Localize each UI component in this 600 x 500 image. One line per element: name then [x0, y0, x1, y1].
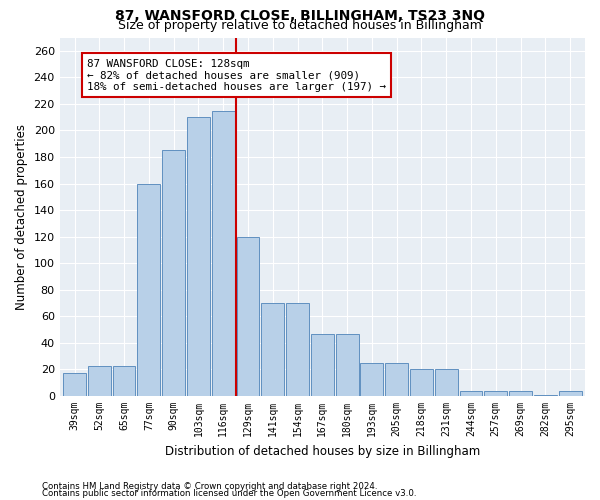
- Text: Contains HM Land Registry data © Crown copyright and database right 2024.: Contains HM Land Registry data © Crown c…: [42, 482, 377, 491]
- Y-axis label: Number of detached properties: Number of detached properties: [15, 124, 28, 310]
- Bar: [162, 150, 185, 396]
- Bar: [460, 390, 482, 396]
- Text: Size of property relative to detached houses in Billingham: Size of property relative to detached ho…: [118, 19, 482, 32]
- Bar: [385, 363, 408, 396]
- Bar: [187, 117, 210, 396]
- Bar: [484, 390, 507, 396]
- Bar: [435, 370, 458, 396]
- Bar: [63, 374, 86, 396]
- Text: Contains public sector information licensed under the Open Government Licence v3: Contains public sector information licen…: [42, 489, 416, 498]
- Bar: [212, 110, 235, 396]
- Bar: [286, 303, 309, 396]
- Bar: [113, 366, 136, 396]
- Text: 87 WANSFORD CLOSE: 128sqm
← 82% of detached houses are smaller (909)
18% of semi: 87 WANSFORD CLOSE: 128sqm ← 82% of detac…: [87, 58, 386, 92]
- Bar: [311, 334, 334, 396]
- Bar: [410, 370, 433, 396]
- X-axis label: Distribution of detached houses by size in Billingham: Distribution of detached houses by size …: [165, 444, 480, 458]
- Bar: [336, 334, 359, 396]
- Bar: [88, 366, 111, 396]
- Bar: [236, 236, 259, 396]
- Bar: [262, 303, 284, 396]
- Text: 87, WANSFORD CLOSE, BILLINGHAM, TS23 3NQ: 87, WANSFORD CLOSE, BILLINGHAM, TS23 3NQ: [115, 8, 485, 22]
- Bar: [559, 390, 581, 396]
- Bar: [137, 184, 160, 396]
- Bar: [361, 363, 383, 396]
- Bar: [509, 390, 532, 396]
- Bar: [534, 394, 557, 396]
